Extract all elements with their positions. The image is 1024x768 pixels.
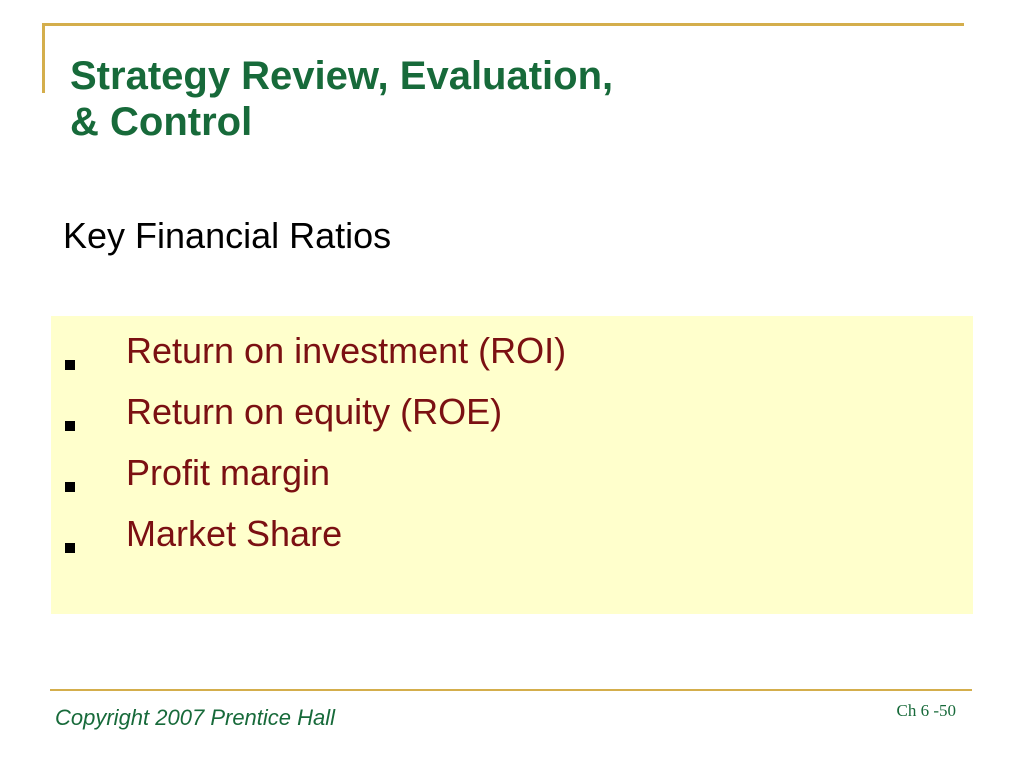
bullet-item-market-share: Market Share [51,511,973,572]
slide-title: Strategy Review, Evaluation, & Control [70,53,613,145]
bullet-text: Market Share [126,513,343,554]
left-accent-line [42,23,45,93]
bullet-text: Return on investment (ROI) [126,330,567,371]
slide-title-line-1: Strategy Review, Evaluation, [70,54,614,98]
footer-page-number: Ch 6 -50 [896,701,957,720]
square-bullet-icon [65,360,75,370]
footer-copyright: Copyright 2007 Prentice Hall [55,705,336,730]
square-bullet-icon [65,421,75,431]
bullet-list: Return on investment (ROI) Return on equ… [51,328,973,572]
bullet-item-roe: Return on equity (ROE) [51,389,973,450]
square-bullet-icon [65,543,75,553]
content-box: Return on investment (ROI) Return on equ… [51,316,973,614]
top-accent-line [42,23,964,26]
slide-title-line-2: & Control [70,100,253,144]
bullet-text: Profit margin [126,452,331,493]
bullet-text: Return on equity (ROE) [126,391,503,432]
bullet-item-roi: Return on investment (ROI) [51,328,973,389]
footer-accent-line [50,689,972,691]
square-bullet-icon [65,482,75,492]
slide-subtitle: Key Financial Ratios [63,215,392,256]
bullet-item-profit-margin: Profit margin [51,450,973,511]
